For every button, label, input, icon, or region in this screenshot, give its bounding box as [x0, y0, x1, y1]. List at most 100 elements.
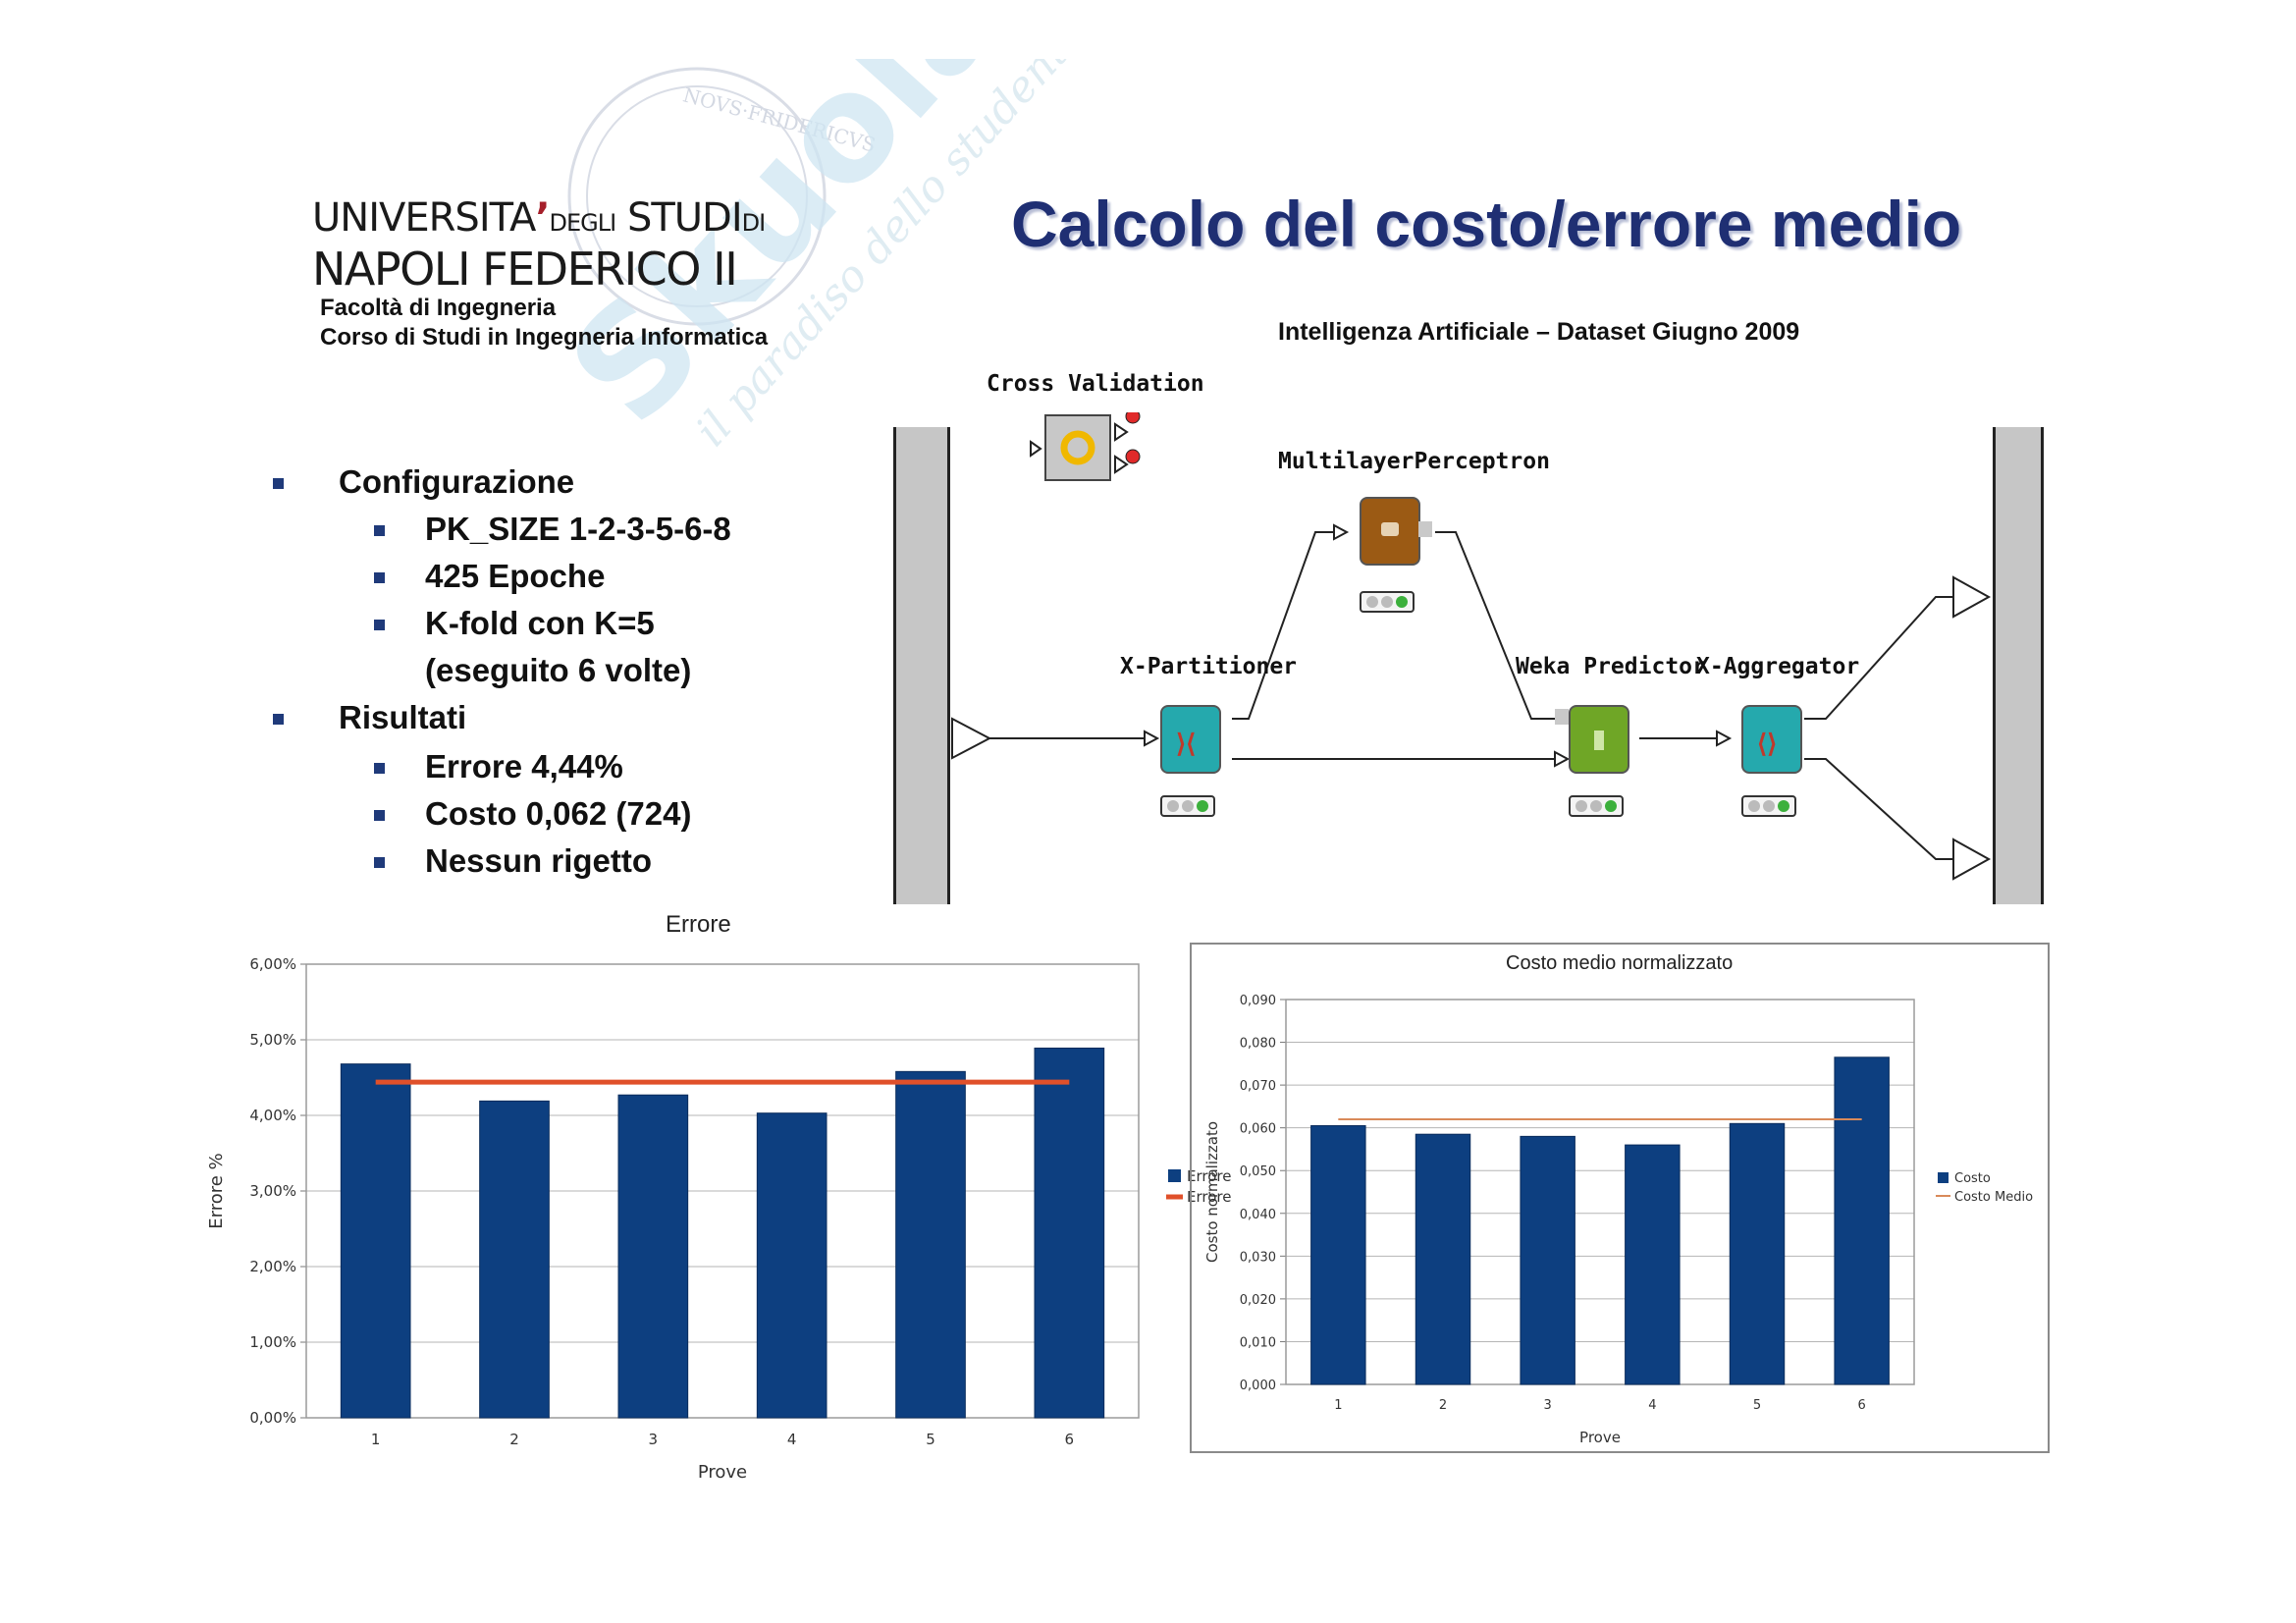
partitioner-status-lights: [1160, 795, 1215, 817]
x-tick-label: 1: [1334, 1398, 1342, 1413]
model-port: [1555, 709, 1569, 725]
partitioner-node[interactable]: ⟩⟨: [1160, 705, 1221, 774]
connection-line: [1804, 758, 1953, 860]
y-tick-label: 0,080: [1240, 1037, 1276, 1052]
bar: [617, 1094, 689, 1419]
costo-chart-frame: [1190, 943, 2050, 1453]
legend-label: Errore %: [1187, 1167, 1237, 1185]
bar: [479, 1100, 550, 1419]
y-tick-label: 0,060: [1240, 1122, 1276, 1137]
bar: [1520, 1135, 1575, 1385]
y-axis-label: Errore %: [206, 1153, 227, 1228]
partitioner-label: X-Partitioner: [1120, 654, 1298, 679]
port-arrow: [1554, 750, 1571, 768]
aggregator-node[interactable]: ⟨⟩: [1741, 705, 1802, 774]
sub-bullet: Costo 0,062 (724): [425, 795, 692, 832]
bullet-configurazione: Configurazione: [339, 463, 575, 500]
y-tick-label: 3,00%: [249, 1182, 296, 1200]
page-title: Calcolo del costo/errore medio: [1011, 188, 1962, 260]
bar: [1034, 1047, 1105, 1419]
faculty-label: Facoltà di Ingegneria: [320, 295, 557, 321]
bar: [1729, 1122, 1786, 1385]
sub-bullet: Nessun rigetto: [425, 842, 653, 879]
learner-icon: [1381, 522, 1399, 536]
port-arrow: [1716, 730, 1733, 747]
workflow-input-bar: [893, 427, 950, 904]
watermark-seal-text: NOVS·FRIDERICVS: [680, 82, 878, 156]
y-axis-label: Costo normalizzato: [1203, 1121, 1221, 1263]
bullet-marker: [374, 525, 385, 536]
connection-line: [1232, 531, 1340, 720]
y-tick-label: 0,040: [1240, 1208, 1276, 1222]
bar: [1310, 1124, 1366, 1385]
x-axis-label: Prove: [698, 1462, 747, 1483]
course-label: Corso di Studi in Ingegneria Informatica: [320, 324, 769, 351]
workflow-input-port: [951, 717, 992, 760]
predictor-label: Weka Predictor: [1516, 654, 1706, 679]
aggregator-status-lights: [1741, 795, 1796, 817]
bullet-marker: [374, 810, 385, 821]
x-tick-label: 3: [649, 1431, 659, 1448]
y-tick-label: 0,090: [1240, 994, 1276, 1008]
logo-line-1: UNIVERSITA’DEGLI STUDIDI: [312, 195, 766, 241]
x-tick-label: 4: [787, 1431, 797, 1448]
y-tick-label: 0,030: [1240, 1250, 1276, 1265]
x-axis-label: Prove: [1579, 1429, 1621, 1446]
chart-title: Costo medio normalizzato: [1506, 952, 1734, 974]
bar: [756, 1112, 828, 1419]
x-tick-label: 4: [1648, 1398, 1656, 1413]
y-tick-label: 0,070: [1240, 1079, 1276, 1094]
legend-label: Costo: [1954, 1171, 1991, 1186]
legend-swatch: [1938, 1172, 1949, 1183]
predictor-node[interactable]: [1569, 705, 1629, 774]
x-tick-label: 1: [371, 1431, 381, 1448]
predictor-status-lights: [1569, 795, 1624, 817]
bullet-marker: [273, 478, 284, 489]
sub-bullet: Errore 4,44%: [425, 748, 623, 784]
errore-chart-plot: 0,00% 1,00% 2,00% 3,00% 4,00% 5,00% 6,00% 1 2 3 4 5…: [206, 955, 1237, 1483]
legend-label: Errore Medio: [1187, 1188, 1237, 1206]
y-tick-label: 6,00%: [249, 955, 296, 973]
bullet-marker: [273, 714, 284, 725]
university-logo: UNIVERSITA’DEGLI STUDIDI NAPOLI FEDERICO…: [312, 196, 823, 352]
page-subtitle: Intelligenza Artificiale – Dataset Giugn…: [1278, 318, 1800, 346]
logo-line-2: NAPOLI FEDERICO II: [312, 243, 738, 296]
workflow-connections: [951, 523, 1992, 881]
bar: [1834, 1056, 1890, 1385]
sub-bullet-continuation: (eseguito 6 volte): [425, 652, 692, 688]
predict-icon: [1594, 730, 1604, 750]
legend-swatch: [1168, 1169, 1181, 1182]
sub-bullet: K-fold con K=5: [425, 605, 655, 641]
plot-area: [1285, 999, 1915, 1385]
y-tick-label: 1,00%: [249, 1333, 296, 1351]
y-tick-label: 2,00%: [249, 1258, 296, 1275]
x-tick-label: 2: [1439, 1398, 1447, 1413]
bullet-marker: [374, 857, 385, 868]
costo-chart-plot: 0,000 0,010 0,020 0,030 0,040 0,050 0,060 0,070…: [1203, 994, 2033, 1446]
x-tick-label: 2: [509, 1431, 519, 1448]
mlp-status-lights: [1360, 591, 1415, 613]
connection-line: [1435, 531, 1561, 720]
sub-bullet: PK_SIZE 1-2-3-5-6-8: [425, 511, 731, 547]
mlp-node[interactable]: [1360, 497, 1420, 566]
plot-area: [305, 963, 1140, 1419]
model-port: [1418, 521, 1432, 537]
workflow-output-port: [1952, 575, 1992, 619]
x-tick-label: 6: [1065, 1431, 1075, 1448]
y-tick-label: 0,000: [1240, 1379, 1276, 1393]
x-tick-label: 5: [926, 1431, 935, 1448]
bullet-marker: [374, 572, 385, 583]
y-tick-label: 4,00%: [249, 1107, 296, 1124]
bullet-marker: [374, 763, 385, 774]
aggregate-icon: ⟨⟩: [1757, 729, 1778, 758]
y-tick-label: 0,050: [1240, 1164, 1276, 1179]
mlp-label: MultilayerPerceptron: [1278, 449, 1550, 474]
port-arrow: [1333, 523, 1350, 541]
cross-validation-label: Cross Validation: [987, 371, 1204, 397]
cross-validation-node[interactable]: [1029, 412, 1142, 486]
bullet-marker: [374, 620, 385, 630]
port-arrow: [1144, 730, 1160, 747]
y-tick-label: 0,00%: [249, 1409, 296, 1427]
workflow-output-port: [1952, 838, 1992, 881]
bullet-risultati: Risultati: [339, 699, 467, 735]
